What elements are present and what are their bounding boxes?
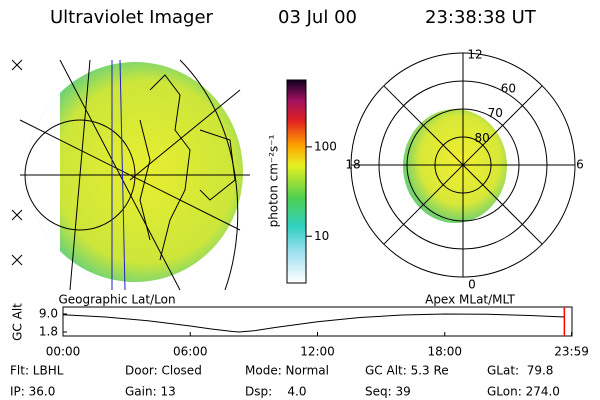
x-tick-label: 12:00 [300, 345, 335, 359]
date: 03 Jul 00 [278, 7, 357, 28]
info-field: IP: 36.0 [10, 385, 55, 399]
y-axis-label: GC Alt [11, 303, 25, 341]
polar-ring [378, 80, 548, 250]
y-tick-label: 1.8 [39, 325, 58, 339]
x-tick-label: 06:00 [173, 345, 208, 359]
geo-image [11, 59, 250, 291]
info-panel: Flt: LBHL Door: Closed Mode: Normal GC Alt:… [10, 364, 560, 399]
mlt-label: 6 [576, 158, 584, 172]
info-field: Mode: Normal [245, 364, 329, 378]
colorbar-tick-label: 10 [314, 229, 329, 243]
polar-ring [434, 136, 492, 194]
caption: Apex MLat/MLT [425, 293, 515, 307]
info-field: GLat: 79.8 [487, 364, 553, 378]
info-field: Door: Closed [125, 364, 202, 378]
polar-ring [406, 108, 520, 222]
info-field: GLon: 274.0 [487, 385, 560, 399]
lat-label: 70 [488, 106, 503, 120]
info-field: Dsp: 4.0 [245, 385, 307, 399]
x-tick-label: 18:00 [427, 345, 462, 359]
time: 23:38:38 UT [425, 7, 537, 28]
caption: Geographic Lat/Lon [58, 293, 175, 307]
info-field: GC Alt: 5.3 Re [365, 364, 449, 378]
x-tick-label: 00:00 [46, 345, 81, 359]
x-tick-label: 23:59 [554, 345, 589, 359]
title: Ultraviolet Imager [50, 7, 214, 28]
colorbar-tick-label: 100 [314, 139, 337, 153]
altitude-line [62, 313, 565, 333]
mlt-label: 12 [467, 48, 482, 62]
lat-label: 60 [501, 81, 516, 95]
info-field: Seq: 39 [365, 385, 411, 399]
colorbar-label: photon cm⁻²s⁻¹ [267, 134, 281, 227]
info-field: Flt: LBHL [10, 364, 64, 378]
polar-axis [383, 85, 543, 245]
mlt-label: 0 [468, 278, 476, 292]
colorbar [286, 79, 307, 284]
y-tick-label: 9.0 [39, 307, 58, 321]
polar-plot [350, 52, 576, 278]
lat-label: 80 [475, 131, 490, 145]
info-field: Gain: 13 [125, 385, 176, 399]
mlt-label: 18 [345, 158, 360, 172]
